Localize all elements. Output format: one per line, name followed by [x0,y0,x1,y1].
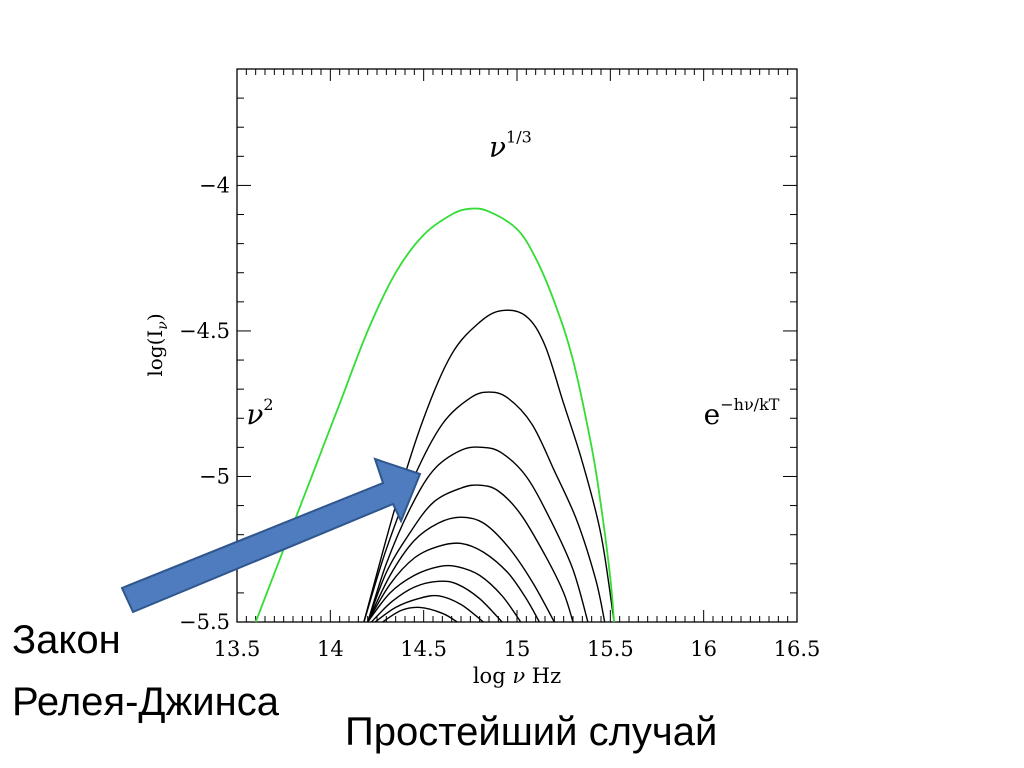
x-tick-label: 15.5 [587,637,634,661]
series-curve-6 [367,542,541,623]
y-tick-label: −5.5 [179,610,230,634]
caption-simplest-case: Простейший случай [345,710,718,754]
x-tick-label: 14 [317,637,344,661]
plot-frame [236,68,798,623]
series-curve-1 [363,309,615,623]
x-tick-label: 13.5 [214,637,261,661]
chart-ticks [236,68,798,623]
caption-rayleigh-jeans: Релея-Джинса [12,680,279,724]
series-curve-4 [367,484,574,623]
series-curve-3 [367,446,589,623]
y-tick-label: −5 [199,464,230,488]
x-tick-label: 16 [690,637,717,661]
x-tick-label: 15 [504,637,531,661]
envelope-curve [254,207,615,623]
caption-law: Закон [12,618,121,662]
chart-frame [236,68,798,623]
arrow [120,457,422,614]
series-curve-8 [370,580,503,623]
annotation-2: ν2 [246,395,273,431]
x-axis-label: log ν Hz [473,664,561,688]
x-tick-label: 14.5 [400,637,447,661]
series-curve-5 [367,516,555,623]
y-axis-label: log(Iν) [143,313,171,376]
series-curve-7 [367,564,522,623]
x-tick-label: 16.5 [774,637,821,661]
annotation-3: e−hν/kT [704,395,780,431]
y-tick-label: −4.5 [179,319,230,343]
series-curve-10 [382,606,458,623]
chart-curves [254,207,615,623]
chart-labels: 13.5 14 14.5 15 15.5 16 16.5 −4 −4.5 −5 −5.5 log ν … [143,127,820,688]
y-tick-label: −4 [199,173,230,197]
annotation-1: ν1/3 [489,127,532,163]
rayleigh-jeans-arrow [120,457,422,614]
series-curve-9 [374,594,484,623]
